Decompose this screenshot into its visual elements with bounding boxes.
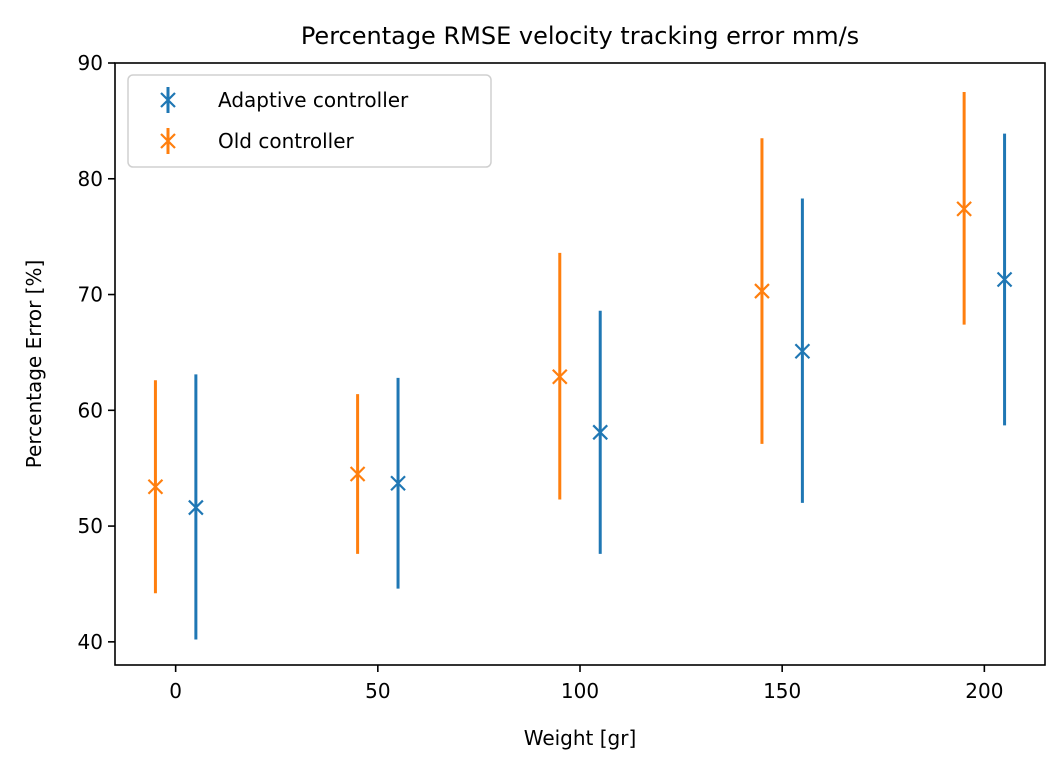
- x-axis-ticks: 0 50 100 150 200: [169, 665, 1003, 703]
- marker-stroke: [390, 475, 406, 492]
- data-point-marker: [147, 478, 164, 495]
- data-point-marker: [188, 499, 204, 516]
- data-point-marker: [349, 466, 366, 482]
- marker-stroke: [349, 466, 366, 482]
- legend-swatch-marker: [160, 92, 176, 108]
- x-tick-label: 0: [169, 679, 182, 703]
- data-point-marker: [996, 271, 1013, 288]
- y-axis-ticks: 40 50 60 70 80 90: [78, 51, 115, 654]
- data-point-marker: [552, 368, 568, 385]
- x-tick-label: 50: [365, 679, 390, 703]
- y-tick-label: 60: [78, 398, 103, 422]
- series-2: [147, 91, 972, 594]
- x-tick-label: 200: [965, 679, 1003, 703]
- plot-frame: [114, 62, 1046, 666]
- marker-stroke: [956, 201, 972, 217]
- y-tick-label: 90: [78, 51, 103, 75]
- data-series: [147, 91, 1013, 640]
- y-tick-label: 80: [78, 167, 103, 191]
- data-point-marker: [592, 424, 608, 441]
- marker-stroke: [794, 343, 811, 360]
- chart-title: Percentage RMSE velocity tracking error …: [301, 22, 859, 50]
- marker-stroke: [996, 271, 1013, 288]
- marker-stroke: [754, 283, 770, 299]
- y-tick-label: 40: [78, 630, 103, 654]
- legend-frame: [127, 74, 492, 168]
- x-tick-label: 150: [763, 679, 801, 703]
- legend-entry: Adaptive controller: [160, 87, 409, 113]
- x-axis-label: Weight [gr]: [524, 726, 637, 750]
- marker-stroke: [592, 424, 608, 441]
- legend-swatch-marker: [160, 133, 176, 149]
- data-point-marker: [956, 201, 972, 217]
- legend-label: Old controller: [218, 129, 355, 153]
- legend: Adaptive controller Old controller: [127, 74, 492, 168]
- y-tick-label: 50: [78, 514, 103, 538]
- series-1: [188, 133, 1013, 640]
- y-tick-label: 70: [78, 283, 103, 307]
- data-point-marker: [390, 475, 406, 492]
- legend-label: Adaptive controller: [218, 88, 409, 112]
- legend-entry: Old controller: [160, 128, 355, 154]
- data-point-marker: [794, 343, 811, 360]
- x-tick-label: 100: [561, 679, 599, 703]
- data-point-marker: [754, 283, 770, 299]
- marker-stroke: [552, 368, 568, 385]
- marker-stroke: [188, 499, 204, 516]
- y-axis-label: Percentage Error [%]: [22, 260, 46, 469]
- marker-stroke: [147, 478, 164, 495]
